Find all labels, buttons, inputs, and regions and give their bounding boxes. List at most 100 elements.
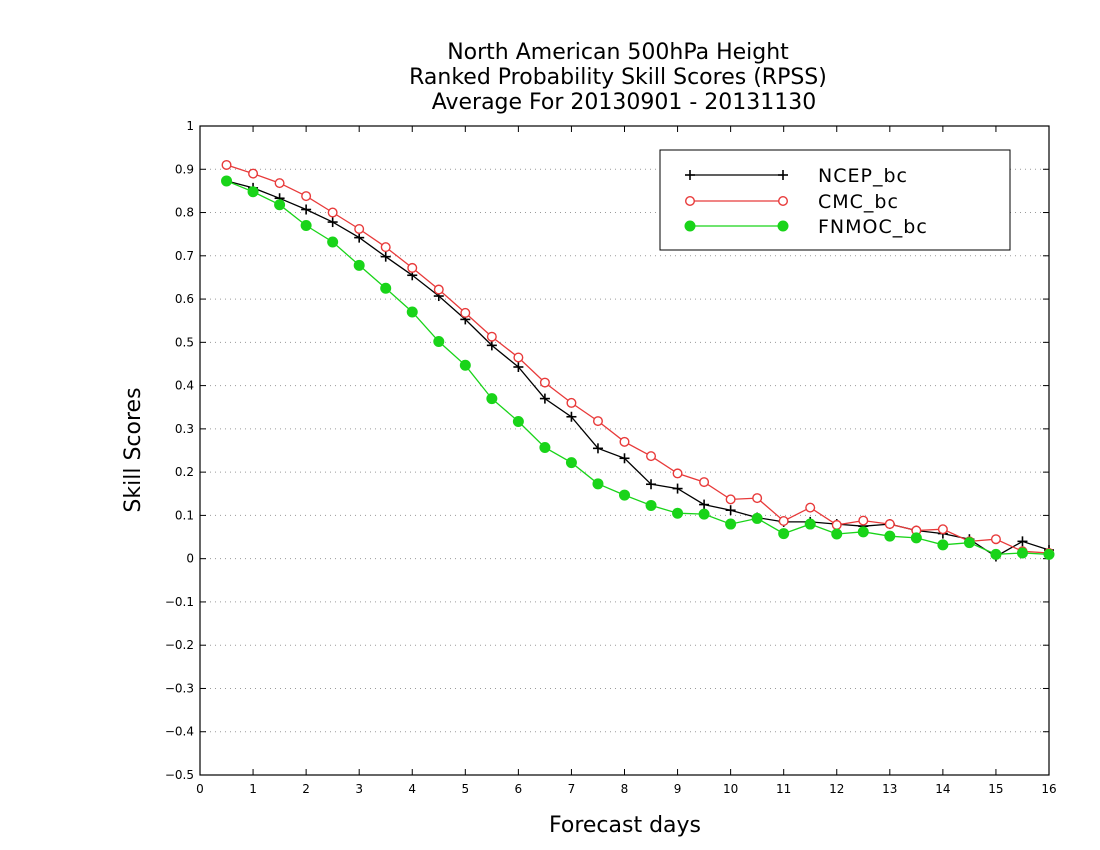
- data-point-ncep-bc: [539, 393, 550, 404]
- y-tick-label: 0: [186, 552, 194, 566]
- data-point-cmc-bc: [778, 516, 789, 527]
- y-tick-label: −0.3: [165, 681, 194, 695]
- y-tick-label: 1: [186, 119, 194, 133]
- axis-ticks: [199, 125, 1050, 776]
- legend-marker: [685, 170, 695, 180]
- data-point-cmc-bc: [407, 262, 418, 273]
- data-point-fnmoc-bc: [300, 220, 312, 232]
- data-point-cmc-bc: [327, 207, 338, 218]
- legend-marker: [684, 220, 696, 232]
- legend-entry-ncep-bc: NCEP_bc: [685, 165, 907, 187]
- legend-box: [659, 149, 1011, 251]
- x-tick-label: 2: [302, 782, 310, 796]
- y-tick-label: 0.5: [175, 335, 194, 349]
- legend-entry-cmc-bc: CMC_bc: [685, 191, 899, 213]
- data-point-cmc-bc: [460, 307, 471, 318]
- y-tick-label: 0.1: [175, 508, 194, 522]
- data-point-fnmoc-bc: [698, 508, 710, 520]
- y-tick-label: 0.6: [175, 292, 194, 306]
- data-point-ncep-bc: [380, 251, 391, 262]
- data-point-ncep-bc: [1017, 536, 1028, 547]
- y-tick-label: −0.2: [165, 638, 194, 652]
- data-point-cmc-bc: [831, 519, 842, 530]
- data-point-fnmoc-bc: [857, 526, 869, 538]
- y-tick-label: 0.9: [175, 162, 194, 176]
- data-point-cmc-bc: [592, 416, 603, 427]
- data-point-cmc-bc: [990, 534, 1001, 545]
- data-point-cmc-bc: [539, 377, 550, 388]
- chart-title-line-1: North American 500hPa Height: [447, 40, 789, 65]
- x-tick-label: 11: [776, 782, 791, 796]
- legend-label: CMC_bc: [818, 191, 899, 213]
- data-point-ncep-bc: [566, 411, 577, 422]
- x-tick-label: 9: [674, 782, 682, 796]
- data-point-cmc-bc: [248, 168, 259, 179]
- data-point-fnmoc-bc: [539, 441, 551, 453]
- y-tick-label: −0.1: [165, 595, 194, 609]
- legend: NCEP_bc CMC_bc FNMOC_bc: [659, 149, 1011, 251]
- data-point-ncep-bc: [619, 453, 630, 464]
- data-point-fnmoc-bc: [406, 306, 418, 318]
- x-tick-label: 3: [355, 782, 363, 796]
- data-point-fnmoc-bc: [592, 478, 604, 490]
- y-tick-labels: −0.5 −0.4 −0.3 −0.2 −0.1 0 0.1 0.2 0.3 0.4 0.5 0.6 0…: [165, 119, 194, 782]
- x-tick-label: 7: [568, 782, 576, 796]
- data-point-cmc-bc: [566, 397, 577, 408]
- chart-title: North American 500hPa Height Ranked Prob…: [409, 40, 827, 115]
- data-point-fnmoc-bc: [459, 359, 471, 371]
- data-point-fnmoc-bc: [963, 537, 975, 549]
- x-tick-label: 14: [935, 782, 950, 796]
- x-tick-label: 6: [515, 782, 523, 796]
- data-point-cmc-bc: [672, 468, 683, 479]
- data-point-fnmoc-bc: [247, 186, 259, 198]
- data-point-ncep-bc: [327, 217, 338, 228]
- data-point-cmc-bc: [354, 223, 365, 234]
- data-point-cmc-bc: [380, 242, 391, 253]
- x-tick-label: 4: [408, 782, 416, 796]
- y-gridlines: [200, 168, 1049, 733]
- data-point-fnmoc-bc: [512, 416, 524, 428]
- data-point-ncep-bc: [725, 505, 736, 516]
- data-series: [221, 159, 1055, 562]
- data-point-cmc-bc: [752, 493, 763, 504]
- y-tick-label: 0.8: [175, 206, 194, 220]
- data-point-cmc-bc: [884, 519, 895, 530]
- x-tick-label: 10: [723, 782, 738, 796]
- y-tick-label: −0.5: [165, 768, 194, 782]
- x-tick-label: 15: [988, 782, 1003, 796]
- y-tick-label: 0.2: [175, 465, 194, 479]
- data-point-cmc-bc: [274, 178, 285, 189]
- data-point-cmc-bc: [646, 451, 657, 462]
- legend-marker: [685, 195, 696, 206]
- data-point-fnmoc-bc: [565, 457, 577, 469]
- chart-title-line-2: Ranked Probability Skill Scores (RPSS): [409, 65, 827, 90]
- data-point-fnmoc-bc: [804, 518, 816, 530]
- y-axis-label: Skill Scores: [121, 387, 146, 512]
- data-point-fnmoc-bc: [486, 393, 498, 405]
- x-tick-label: 16: [1041, 782, 1056, 796]
- data-point-fnmoc-bc: [884, 530, 896, 542]
- data-point-cmc-bc: [858, 515, 869, 526]
- legend-marker: [778, 170, 788, 180]
- data-point-fnmoc-bc: [327, 236, 339, 248]
- data-point-cmc-bc: [301, 191, 312, 202]
- data-point-ncep-bc: [592, 443, 603, 454]
- y-tick-label: −0.4: [165, 725, 194, 739]
- legend-entry-fnmoc-bc: FNMOC_bc: [684, 216, 927, 238]
- data-point-ncep-bc: [646, 479, 657, 490]
- data-point-fnmoc-bc: [619, 489, 630, 501]
- legend-marker: [778, 195, 789, 206]
- data-point-fnmoc-bc: [937, 539, 949, 551]
- data-point-cmc-bc: [725, 494, 736, 505]
- data-point-fnmoc-bc: [910, 532, 922, 544]
- data-point-cmc-bc: [221, 159, 232, 170]
- chart-title-line-3: Average For 20130901 - 20131130: [432, 90, 817, 115]
- data-point-fnmoc-bc: [672, 507, 684, 519]
- data-point-cmc-bc: [433, 284, 444, 295]
- data-point-ncep-bc: [486, 340, 497, 351]
- data-point-fnmoc-bc: [645, 499, 657, 511]
- data-point-fnmoc-bc: [1043, 548, 1055, 560]
- data-point-ncep-bc: [513, 361, 524, 372]
- legend-marker: [777, 220, 789, 232]
